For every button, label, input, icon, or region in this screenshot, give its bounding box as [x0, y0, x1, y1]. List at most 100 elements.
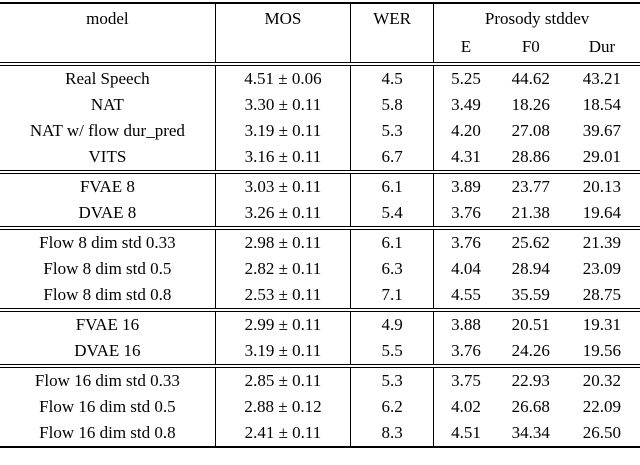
cell-f0: 44.62: [511, 69, 550, 88]
cell-model: NAT w/ flow dur_pred: [29, 121, 185, 140]
header-f0: F0: [521, 37, 540, 56]
cell-model: DVAE 16: [74, 341, 141, 360]
cell-model: DVAE 8: [78, 203, 137, 222]
cell-f0: 28.86: [511, 147, 550, 166]
cell-dur: 19.64: [582, 203, 622, 222]
cell-f0: 35.59: [511, 285, 550, 304]
table-row: NAT w/ flow dur_pred 3.19 ± 0.11 5.3 4.20 27…: [0, 118, 640, 144]
cell-mos: 3.16 ± 0.11: [214, 144, 352, 172]
cell-e: 4.55: [451, 285, 481, 304]
cell-dur: 19.31: [582, 315, 622, 334]
cell-dur: 20.13: [582, 177, 622, 196]
table-row: FVAE 16 2.99 ± 0.11 4.9 3.88 20.51 19.31: [0, 310, 640, 338]
table-row: Real Speech 4.51 ± 0.06 4.5 5.25 44.62 43.21: [0, 64, 640, 92]
table-row: DVAE 16 3.19 ± 0.11 5.5 3.76 24.26 19.56: [0, 338, 640, 366]
cell-e: 4.31: [451, 147, 481, 166]
table-row: Flow 16 dim std 0.33 2.85 ± 0.11 5.3 3.75 22…: [0, 366, 640, 394]
cell-e: 3.89: [451, 177, 481, 196]
header-dur: Dur: [588, 37, 616, 56]
cell-mos: 4.51 ± 0.06: [214, 64, 352, 92]
cell-mos: 2.99 ± 0.11: [214, 310, 352, 338]
cell-wer: 4.5: [350, 64, 435, 92]
table-section-1: Real Speech 4.51 ± 0.06 4.5 5.25 44.62 43.21 N…: [0, 64, 640, 172]
cell-mos: 2.53 ± 0.11: [214, 282, 352, 310]
cell-wer: 8.3: [350, 420, 435, 447]
table-row: DVAE 8 3.26 ± 0.11 5.4 3.76 21.38 19.64: [0, 200, 640, 228]
table-section-5: Flow 16 dim std 0.33 2.85 ± 0.11 5.3 3.75 22…: [0, 366, 640, 447]
cell-mos: 2.98 ± 0.11: [214, 228, 352, 256]
cell-wer: 6.3: [350, 256, 435, 282]
cell-wer: 6.1: [350, 172, 435, 200]
cell-e: 4.51: [451, 423, 481, 442]
cell-dur: 43.21: [582, 69, 622, 88]
cell-dur: 18.54: [582, 95, 622, 114]
cell-model: Flow 16 dim std 0.5: [39, 397, 176, 416]
cell-e: 3.76: [451, 203, 481, 222]
cell-model: Flow 16 dim std 0.33: [34, 371, 180, 390]
table-row: Flow 8 dim std 0.8 2.53 ± 0.11 7.1 4.55 35.5…: [0, 282, 640, 310]
cell-model: Real Speech: [65, 69, 150, 88]
cell-e: 3.75: [451, 371, 481, 390]
cell-model: Flow 8 dim std 0.8: [43, 285, 172, 304]
table-section-2: FVAE 8 3.03 ± 0.11 6.1 3.89 23.77 20.13 DVAE 8…: [0, 172, 640, 228]
cell-dur: 19.56: [582, 341, 622, 360]
cell-mos: 3.19 ± 0.11: [214, 338, 352, 366]
cell-dur: 29.01: [582, 147, 622, 166]
header-wer: WER: [350, 3, 435, 64]
table-section-3: Flow 8 dim std 0.33 2.98 ± 0.11 6.1 3.76 25.…: [0, 228, 640, 310]
cell-model: FVAE 8: [79, 177, 135, 196]
table-section-4: FVAE 16 2.99 ± 0.11 4.9 3.88 20.51 19.31 DVAE …: [0, 310, 640, 366]
cell-wer: 5.5: [350, 338, 435, 366]
cell-model: FVAE 16: [75, 315, 140, 334]
cell-f0: 22.93: [511, 371, 550, 390]
cell-mos: 3.26 ± 0.11: [214, 200, 352, 228]
cell-dur: 26.50: [582, 423, 622, 442]
cell-f0: 24.26: [511, 341, 550, 360]
cell-wer: 5.4: [350, 200, 435, 228]
cell-f0: 34.34: [511, 423, 550, 442]
cell-f0: 20.51: [511, 315, 550, 334]
cell-mos: 2.41 ± 0.11: [214, 420, 352, 447]
cell-model: Flow 8 dim std 0.5: [43, 259, 172, 278]
cell-mos: 3.19 ± 0.11: [214, 118, 352, 144]
table-row: VITS 3.16 ± 0.11 6.7 4.31 28.86 29.01: [0, 144, 640, 172]
table-row: NAT 3.30 ± 0.11 5.8 3.49 18.26 18.54: [0, 92, 640, 118]
cell-mos: 2.82 ± 0.11: [214, 256, 352, 282]
cell-wer: 6.1: [350, 228, 435, 256]
cell-dur: 23.09: [582, 259, 622, 278]
header-row-main: model MOS WER Prosody stddev: [0, 3, 640, 64]
cell-dur: 20.32: [582, 371, 622, 390]
cell-wer: 6.2: [350, 394, 435, 420]
cell-e: 4.20: [451, 121, 481, 140]
header-mos: MOS: [214, 3, 352, 64]
cell-e: 3.49: [451, 95, 481, 114]
cell-dur: 39.67: [582, 121, 622, 140]
cell-dur: 21.39: [582, 233, 622, 252]
cell-wer: 6.7: [350, 144, 435, 172]
table-row: Flow 8 dim std 0.33 2.98 ± 0.11 6.1 3.76 25.…: [0, 228, 640, 256]
cell-mos: 3.30 ± 0.11: [214, 92, 352, 118]
cell-mos: 3.03 ± 0.11: [214, 172, 352, 200]
cell-e: 5.25: [451, 69, 481, 88]
cell-model: VITS: [88, 147, 127, 166]
cell-f0: 18.26: [511, 95, 550, 114]
cell-f0: 28.94: [511, 259, 550, 278]
cell-f0: 27.08: [511, 121, 550, 140]
cell-wer: 5.3: [350, 118, 435, 144]
cell-e: 3.76: [451, 341, 481, 360]
table-header: model MOS WER Prosody stddev E F0 Dur: [0, 3, 640, 64]
cell-e: 3.76: [451, 233, 481, 252]
results-table: model MOS WER Prosody stddev E F0 Dur Re…: [0, 2, 640, 448]
cell-f0: 23.77: [511, 177, 550, 196]
cell-wer: 7.1: [350, 282, 435, 310]
cell-f0: 25.62: [511, 233, 550, 252]
cell-dur: 22.09: [582, 397, 622, 416]
cell-wer: 5.3: [350, 366, 435, 394]
table-row: Flow 16 dim std 0.8 2.41 ± 0.11 8.3 4.51 34.…: [0, 420, 640, 447]
header-energy: E: [460, 37, 472, 56]
cell-model: Flow 16 dim std 0.8: [39, 423, 176, 442]
cell-wer: 5.8: [350, 92, 435, 118]
cell-model: NAT: [90, 95, 124, 114]
cell-e: 3.88: [451, 315, 481, 334]
